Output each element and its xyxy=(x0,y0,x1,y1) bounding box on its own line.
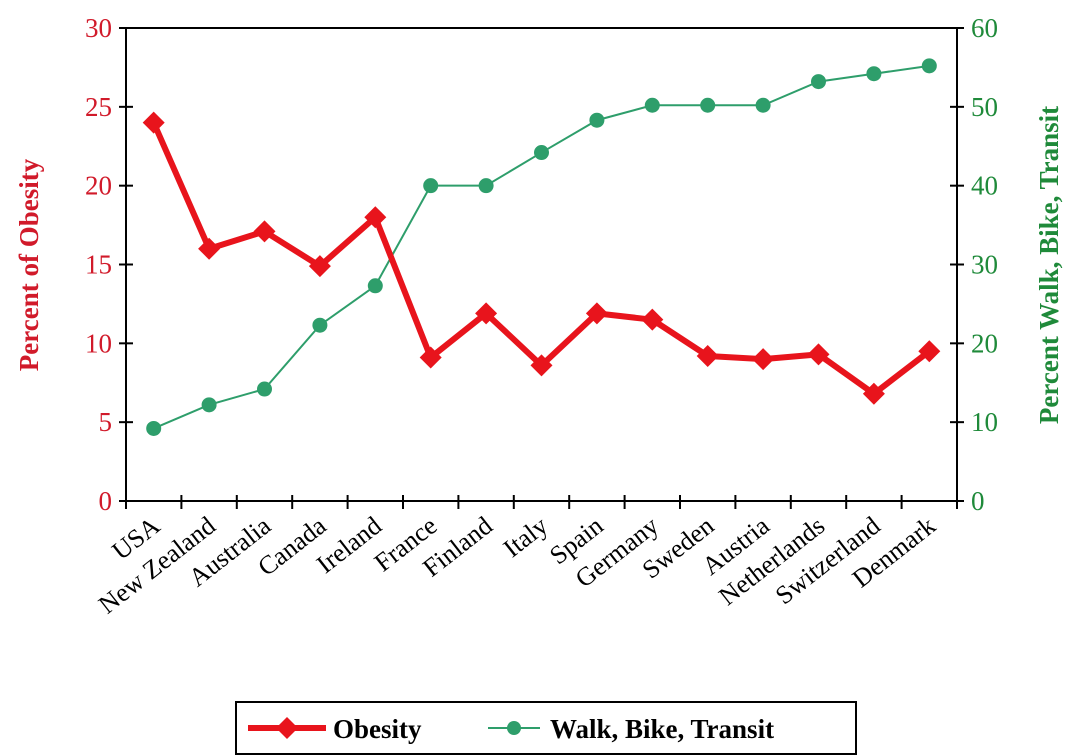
y-tick-label-right: 40 xyxy=(971,171,998,201)
walk-point xyxy=(534,145,549,161)
y-tick-label-right: 10 xyxy=(971,407,998,437)
x-tick-label: Italy xyxy=(498,511,553,563)
y-axis-title-right: Percent Walk, Bike, Transit xyxy=(1034,106,1064,424)
legend-walk-label: Walk, Bike, Transit xyxy=(550,714,774,744)
walk-point xyxy=(423,178,439,194)
walk-series xyxy=(146,58,937,436)
obesity-point xyxy=(641,308,664,331)
obesity-point xyxy=(475,302,498,325)
obesity-point xyxy=(862,382,885,405)
obesity-point xyxy=(585,302,608,325)
y-tick-label-left: 30 xyxy=(85,13,112,43)
legend-walk-marker xyxy=(507,721,521,735)
walk-point xyxy=(644,97,660,113)
legend-box xyxy=(235,701,857,755)
legend-obesity-marker xyxy=(276,717,298,739)
legend: Obesity Walk, Bike, Transit xyxy=(235,701,857,755)
obesity-point xyxy=(364,206,387,229)
y-tick-label-left: 5 xyxy=(99,407,113,437)
obesity-point xyxy=(807,343,830,366)
obesity-series xyxy=(142,111,941,405)
y-tick-label-right: 20 xyxy=(971,328,998,358)
walk-point xyxy=(257,381,272,397)
obesity-point xyxy=(752,348,775,371)
y-tick-label-left: 10 xyxy=(85,328,112,358)
walk-point xyxy=(811,74,826,90)
y-axis-title-left: Percent of Obesity xyxy=(14,158,44,371)
walk-point xyxy=(700,97,716,113)
y-tick-label-left: 20 xyxy=(85,171,112,201)
obesity-point xyxy=(308,255,331,278)
y-tick-label-right: 30 xyxy=(971,250,998,280)
walk-point xyxy=(478,178,494,194)
walk-point xyxy=(755,97,771,113)
y-tick-label-right: 0 xyxy=(971,486,985,516)
axes: 0 5 10 15 20 25 30 0 10 20 30 40 50 60 xyxy=(85,13,998,516)
y-tick-label-right: 50 xyxy=(971,92,998,122)
y-tick-label-right: 60 xyxy=(971,13,998,43)
walk-point xyxy=(589,112,605,128)
walk-point xyxy=(201,397,217,413)
obesity-point xyxy=(198,237,221,260)
obesity-point xyxy=(530,354,553,377)
x-tick-label: Ireland xyxy=(311,511,387,579)
walk-point xyxy=(367,278,383,294)
walk-point xyxy=(921,58,937,74)
obesity-point xyxy=(142,111,165,134)
y-tick-label-left: 25 xyxy=(85,92,112,122)
walk-point xyxy=(146,420,162,436)
obesity-point xyxy=(696,344,719,367)
obesity-point xyxy=(419,346,442,369)
y-tick-label-left: 15 xyxy=(85,250,112,280)
walk-point xyxy=(312,317,328,333)
walk-point xyxy=(866,66,882,82)
obesity-point xyxy=(918,340,941,363)
y-tick-label-left: 0 xyxy=(99,486,113,516)
legend-obesity-label: Obesity xyxy=(333,714,422,744)
obesity-point xyxy=(253,220,276,243)
